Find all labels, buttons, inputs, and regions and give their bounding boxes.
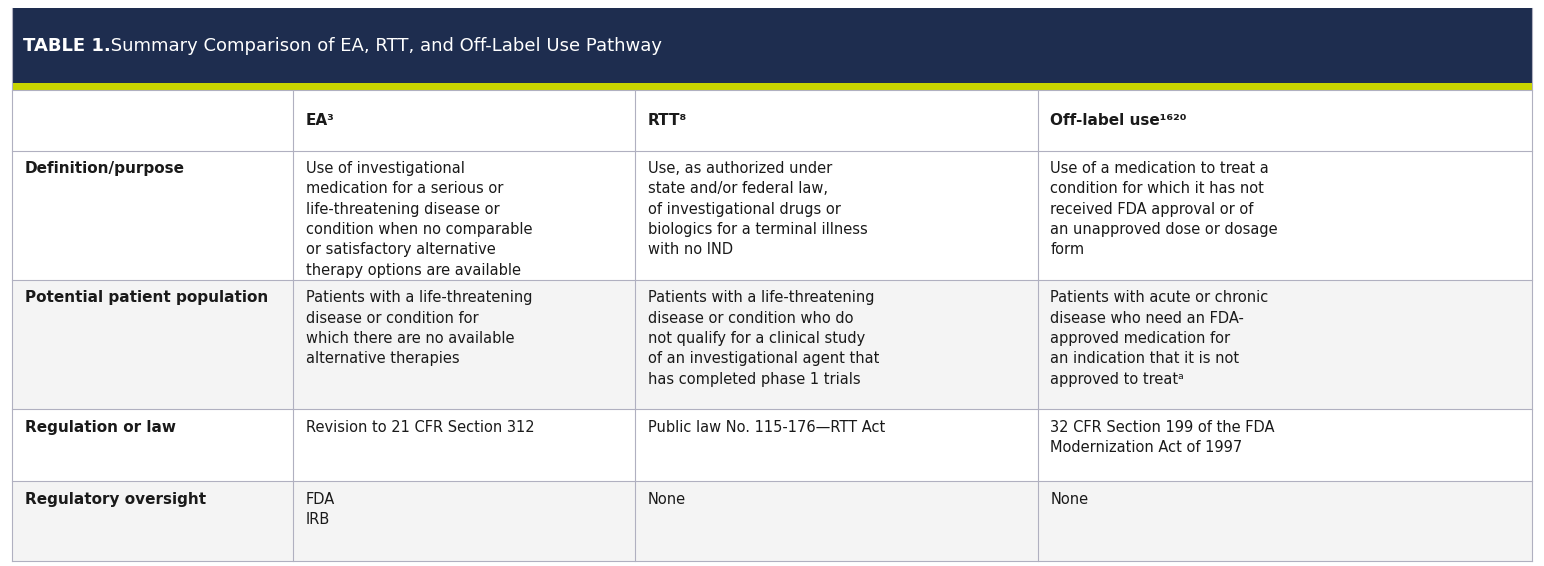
Text: EA³: EA³ xyxy=(306,113,335,128)
Bar xyxy=(12,151,1532,280)
Text: Regulatory oversight: Regulatory oversight xyxy=(25,491,205,507)
Bar xyxy=(12,83,1532,90)
Text: Off-label use¹⁶²⁰: Off-label use¹⁶²⁰ xyxy=(1050,113,1187,128)
Text: FDA
IRB: FDA IRB xyxy=(306,491,335,527)
Text: Use, as authorized under
state and/or federal law,
of investigational drugs or
b: Use, as authorized under state and/or fe… xyxy=(647,161,868,258)
Text: Patients with a life-threatening
disease or condition for
which there are no ava: Patients with a life-threatening disease… xyxy=(306,290,533,366)
Text: Use of a medication to treat a
condition for which it has not
received FDA appro: Use of a medication to treat a condition… xyxy=(1050,161,1278,258)
Text: None: None xyxy=(647,491,686,507)
Bar xyxy=(12,8,1532,83)
Text: None: None xyxy=(1050,491,1089,507)
Text: Revision to 21 CFR Section 312: Revision to 21 CFR Section 312 xyxy=(306,419,534,435)
Text: 32 CFR Section 199 of the FDA
Modernization Act of 1997: 32 CFR Section 199 of the FDA Modernizat… xyxy=(1050,419,1275,455)
Text: Regulation or law: Regulation or law xyxy=(25,419,176,435)
Bar xyxy=(12,409,1532,481)
Text: Patients with acute or chronic
disease who need an FDA-
approved medication for
: Patients with acute or chronic disease w… xyxy=(1050,290,1269,387)
Bar xyxy=(12,280,1532,409)
Bar xyxy=(12,481,1532,561)
Text: Potential patient population: Potential patient population xyxy=(25,290,269,305)
Text: Use of investigational
medication for a serious or
life-threatening disease or
c: Use of investigational medication for a … xyxy=(306,161,533,278)
Text: Summary Comparison of EA, RTT, and Off-Label Use Pathway: Summary Comparison of EA, RTT, and Off-L… xyxy=(105,37,662,55)
Text: Public law No. 115-176—RTT Act: Public law No. 115-176—RTT Act xyxy=(647,419,885,435)
Text: RTT⁸: RTT⁸ xyxy=(647,113,687,128)
Text: Definition/purpose: Definition/purpose xyxy=(25,161,185,176)
Text: TABLE 1.: TABLE 1. xyxy=(23,37,111,55)
Text: Patients with a life-threatening
disease or condition who do
not qualify for a c: Patients with a life-threatening disease… xyxy=(647,290,879,387)
Bar xyxy=(12,90,1532,151)
